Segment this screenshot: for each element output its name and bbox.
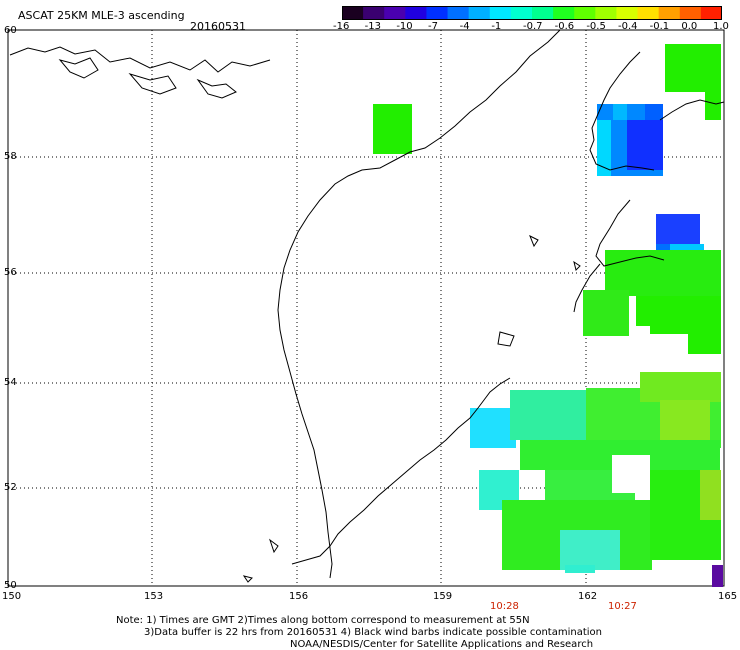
data-cell xyxy=(627,120,663,170)
lat-label: 56 xyxy=(4,267,17,278)
lon-label: 156 xyxy=(289,591,309,602)
data-cell xyxy=(645,104,663,120)
coastline xyxy=(9,29,725,583)
data-cell xyxy=(636,296,721,326)
footer-note-1: Note: 1) Times are GMT 2)Times along bot… xyxy=(116,615,530,626)
data-cell xyxy=(605,250,721,296)
colorbar-swatch xyxy=(532,6,554,20)
lon-label: 159 xyxy=(433,591,453,602)
colorbar-tick-label: -0.4 xyxy=(618,21,638,32)
colorbar-swatch xyxy=(637,6,660,20)
data-cell xyxy=(660,400,710,440)
colorbar-tick-label: 1.0 xyxy=(713,21,729,32)
colorbar-tick-label: -4 xyxy=(459,21,470,32)
colorbar-swatch xyxy=(447,6,470,20)
data-cell xyxy=(510,390,586,440)
data-cell xyxy=(560,530,620,570)
plot-frame xyxy=(7,29,725,587)
footer-credit: NOAA/NESDIS/Center for Satellite Applica… xyxy=(290,639,594,650)
lon-label: 162 xyxy=(578,591,598,602)
data-cell xyxy=(597,120,611,176)
colorbar-swatch xyxy=(553,6,575,20)
colorbar-swatch xyxy=(405,6,427,20)
colorbar-swatch xyxy=(468,6,491,20)
lat-label: 50 xyxy=(4,580,17,591)
colorbar-tick-label: 0.0 xyxy=(681,21,698,32)
colorbar-swatch xyxy=(342,6,364,20)
pass-time-label: 10:27 xyxy=(608,601,637,612)
lon-label: 150 xyxy=(2,591,22,602)
product-date: 20160531 xyxy=(190,20,246,33)
colorbar-tick-label: -0.6 xyxy=(554,21,575,32)
pass-time-label: 10:28 xyxy=(490,601,519,612)
colorbar-swatch xyxy=(510,6,533,20)
colorbar-tick-label: -0.1 xyxy=(649,21,670,32)
data-cell xyxy=(640,372,721,402)
colorbar-swatch xyxy=(363,6,385,20)
data-cell xyxy=(700,470,721,520)
data-cell xyxy=(656,214,700,244)
colorbar-swatch xyxy=(658,6,681,20)
data-cell xyxy=(688,326,721,354)
lat-label: 52 xyxy=(4,482,17,493)
colorbar-gradient xyxy=(342,6,723,20)
colorbar-swatch xyxy=(426,6,449,20)
data-cell xyxy=(565,565,595,573)
colorbar-swatch xyxy=(574,6,596,20)
footer-note-2: 3)Data buffer is 22 hrs from 20160531 4)… xyxy=(144,627,602,638)
colorbar-tick-label: -13 xyxy=(364,21,381,32)
lon-label: 153 xyxy=(144,591,164,602)
colorbar-swatch xyxy=(595,6,617,20)
colorbar xyxy=(342,5,723,20)
data-cell xyxy=(705,92,721,120)
data-cell xyxy=(583,290,629,336)
colorbar-tick-label: -7 xyxy=(428,21,438,32)
data-cell xyxy=(613,104,627,120)
colorbar-swatch xyxy=(700,6,723,20)
lat-label: 54 xyxy=(4,377,17,388)
colorbar-tick-label: -0.5 xyxy=(586,21,606,32)
colorbar-swatch xyxy=(679,6,702,20)
data-cell xyxy=(712,565,723,587)
lon-label: 165 xyxy=(718,591,738,602)
colorbar-swatch xyxy=(384,6,406,20)
colorbar-swatch xyxy=(489,6,512,20)
data-cell xyxy=(665,44,721,92)
product-title: ASCAT 25KM MLE-3 ascending xyxy=(18,9,185,22)
colorbar-tick-label: -1 xyxy=(491,21,502,32)
colorbar-frame xyxy=(342,6,722,20)
lat-label: 58 xyxy=(4,151,17,162)
data-cell xyxy=(470,408,516,448)
colorbar-tick-label: -0.7 xyxy=(523,21,543,32)
wind-data-cells xyxy=(373,44,723,587)
lat-label: 60 xyxy=(4,25,17,36)
data-gap xyxy=(612,455,650,493)
colorbar-tick-label: -10 xyxy=(396,21,413,32)
data-cell xyxy=(650,326,688,334)
colorbar-tick-label: -16 xyxy=(333,21,350,32)
data-cell xyxy=(373,104,412,154)
colorbar-swatch xyxy=(616,6,639,20)
